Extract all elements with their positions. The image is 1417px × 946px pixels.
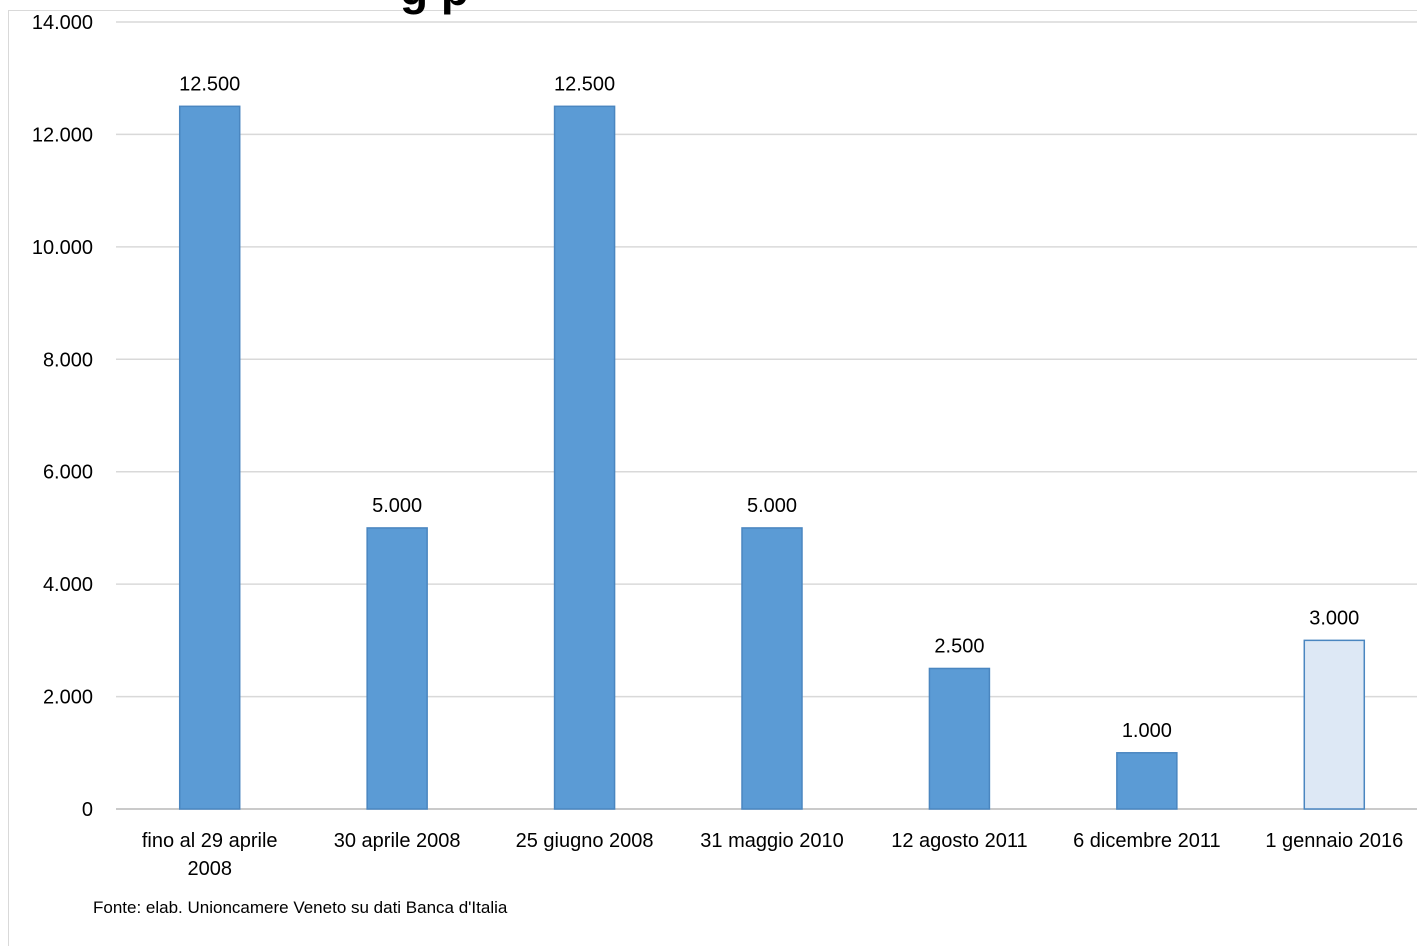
- category-label: 6 dicembre 2011: [1073, 830, 1221, 852]
- category-label-line: 31 maggio 2010: [700, 830, 843, 852]
- chart-title-partial: g p: [400, 0, 469, 16]
- data-label: 12.500: [179, 73, 240, 95]
- category-label-line: 1 gennaio 2016: [1265, 830, 1403, 852]
- category-label: 12 agosto 2011: [891, 830, 1027, 852]
- category-label-line: 30 aprile 2008: [334, 830, 461, 852]
- gridlines: [116, 21, 1417, 810]
- category-label-line: 6 dicembre 2011: [1073, 830, 1221, 852]
- data-label: 12.500: [554, 73, 615, 95]
- bar: [741, 527, 803, 810]
- category-label-line: 2008: [187, 858, 232, 880]
- data-label: 3.000: [1309, 607, 1359, 629]
- category-label-line: 12 agosto 2011: [891, 830, 1027, 852]
- data-label: 5.000: [747, 495, 797, 517]
- bar: [1303, 639, 1366, 810]
- category-label-line: 25 giugno 2008: [516, 830, 654, 852]
- y-tick-label: 4.000: [43, 574, 93, 596]
- data-label: 1.000: [1122, 720, 1172, 742]
- bars: [178, 105, 1366, 810]
- data-label: 5.000: [372, 495, 422, 517]
- category-label: fino al 29 aprile 2008: [142, 830, 278, 880]
- category-label: 31 maggio 2010: [700, 830, 843, 852]
- data-labels: 12.500 5.000 12.500 5.000 2.500 1.000 3.000: [179, 73, 1359, 741]
- category-label: 25 giugno 2008: [516, 830, 654, 852]
- y-tick-label: 8.000: [43, 349, 93, 371]
- y-tick-label: 10.000: [32, 237, 93, 259]
- bar: [928, 667, 991, 810]
- source-note: Fonte: elab. Unioncamere Veneto su dati …: [93, 898, 508, 917]
- bar: [553, 105, 616, 810]
- y-axis-ticks: 0 2.000 4.000 6.000 8.000 10.000 12.000 14.000: [32, 12, 93, 821]
- bar: [178, 105, 241, 810]
- data-label: 2.500: [934, 635, 984, 657]
- x-axis-categories: fino al 29 aprile 2008 30 aprile 2008 25 gi…: [142, 830, 1403, 880]
- category-label: 30 aprile 2008: [334, 830, 461, 852]
- y-tick-label: 2.000: [43, 687, 93, 709]
- category-label: 1 gennaio 2016: [1265, 830, 1403, 852]
- y-tick-label: 14.000: [32, 12, 93, 34]
- category-label-line: fino al 29 aprile: [142, 830, 278, 852]
- chart-frame: [8, 10, 1417, 946]
- y-tick-label: 6.000: [43, 462, 93, 484]
- bar: [1116, 752, 1178, 810]
- bar: [366, 527, 428, 810]
- y-tick-label: 0: [82, 799, 93, 821]
- y-tick-label: 12.000: [32, 124, 93, 146]
